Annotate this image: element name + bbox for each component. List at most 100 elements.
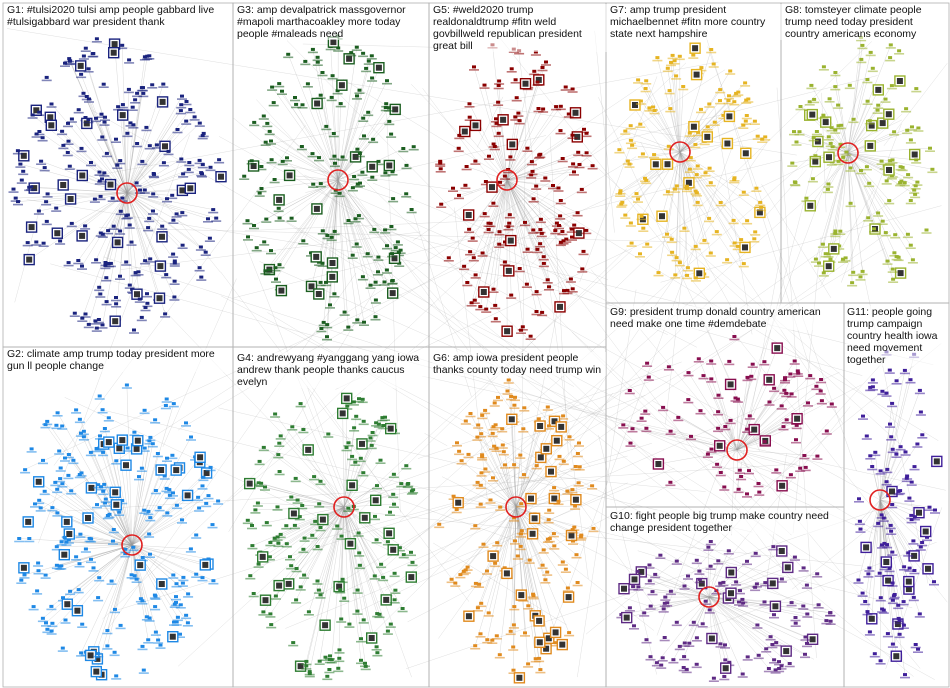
node	[816, 603, 821, 607]
node-label	[553, 190, 564, 192]
node-label	[658, 611, 669, 613]
node-label	[514, 52, 525, 55]
node	[81, 91, 86, 95]
node	[654, 661, 659, 665]
node	[21, 169, 26, 173]
node	[199, 171, 204, 175]
node	[357, 563, 362, 567]
node-label	[66, 225, 77, 228]
node	[98, 194, 103, 198]
avatar-image	[297, 663, 304, 670]
avatar-image	[246, 480, 253, 487]
avatar-image	[807, 202, 814, 209]
avatar-image	[557, 303, 563, 310]
node	[404, 192, 409, 196]
node-label	[482, 573, 492, 575]
avatar-image	[386, 162, 393, 169]
avatar-image	[742, 150, 749, 157]
node-label	[715, 646, 726, 648]
node	[79, 72, 84, 76]
node-label	[462, 569, 473, 571]
node	[682, 655, 687, 659]
node-label	[172, 131, 183, 134]
node-label	[566, 231, 577, 233]
node-label	[164, 497, 175, 500]
node	[329, 235, 334, 239]
node-label	[886, 533, 897, 535]
node-label	[347, 458, 358, 461]
node-label	[513, 115, 524, 117]
node	[74, 408, 79, 412]
node	[91, 52, 96, 55]
node	[671, 658, 676, 662]
node	[814, 384, 819, 388]
node	[808, 374, 813, 378]
node	[792, 359, 797, 363]
node	[361, 116, 366, 120]
edge	[407, 384, 862, 623]
edge	[678, 417, 738, 451]
node-label	[359, 138, 369, 140]
node-label	[370, 518, 380, 521]
node-label	[113, 108, 124, 111]
node-label	[800, 656, 810, 659]
edge	[343, 506, 350, 625]
node-label	[531, 188, 542, 190]
node	[161, 161, 166, 165]
node-label	[458, 573, 469, 576]
node	[352, 426, 357, 430]
node-label	[74, 421, 85, 424]
node	[809, 83, 814, 87]
node	[521, 427, 526, 431]
node	[76, 259, 81, 262]
node	[540, 563, 545, 567]
edge	[309, 506, 345, 672]
node-label	[887, 646, 898, 648]
edge	[594, 30, 615, 233]
node-label	[660, 599, 671, 601]
node	[753, 551, 758, 555]
edge	[63, 145, 128, 194]
avatar-image	[922, 528, 929, 535]
avatar-image	[504, 328, 511, 335]
node	[584, 131, 589, 135]
avatar-image	[88, 484, 95, 491]
node	[889, 84, 894, 88]
node	[278, 532, 283, 536]
node-label	[649, 112, 660, 115]
edge	[126, 192, 217, 219]
node-label	[678, 88, 689, 91]
edge	[632, 145, 681, 153]
node	[670, 250, 675, 254]
node-label	[869, 231, 879, 233]
node	[438, 167, 443, 171]
node	[151, 192, 156, 196]
node-label	[46, 608, 57, 611]
node	[289, 495, 294, 499]
node	[370, 431, 375, 434]
node-label	[365, 287, 376, 289]
avatar-image	[572, 109, 579, 116]
edge	[708, 596, 787, 652]
edge	[327, 179, 339, 325]
node	[912, 515, 917, 519]
node-label	[544, 289, 554, 291]
node-label	[273, 456, 284, 459]
node	[558, 199, 563, 202]
edge	[506, 179, 544, 257]
edge	[475, 506, 517, 646]
node	[382, 280, 387, 284]
node	[828, 141, 833, 145]
node-label	[711, 233, 722, 236]
node	[788, 372, 793, 376]
group-label-g6: G6: amp iowa president people thanks cou…	[432, 352, 606, 376]
node-label	[13, 203, 23, 206]
node-label	[691, 562, 702, 565]
node	[653, 572, 658, 576]
node-label	[889, 255, 900, 257]
node	[301, 428, 306, 431]
node-label	[750, 234, 761, 236]
node-label	[86, 164, 96, 167]
node	[383, 415, 387, 419]
node	[870, 378, 875, 382]
